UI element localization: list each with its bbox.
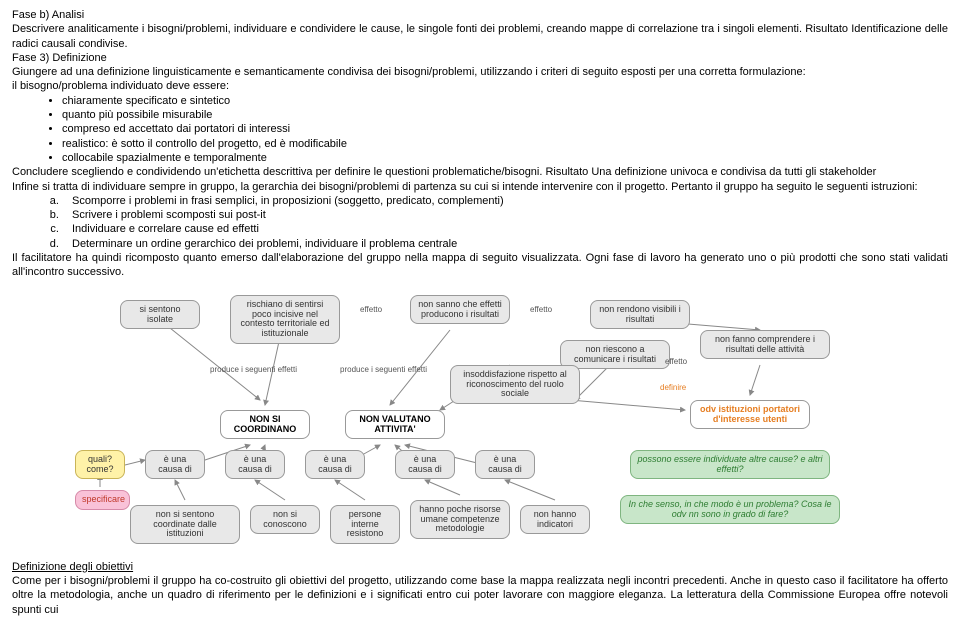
- diagram-edge-label: produce i seguenti effetti: [210, 365, 297, 375]
- fase-b-body: Descrivere analiticamente i bisogni/prob…: [12, 22, 948, 51]
- diagram-node: non hanno indicatori: [520, 505, 590, 535]
- criteria-list: chiaramente specificato e sinteticoquant…: [12, 94, 948, 165]
- instruction-item: Individuare e correlare cause ed effetti: [62, 222, 948, 236]
- diagram-node: NON VALUTANO ATTIVITA': [345, 410, 445, 440]
- diagram-node: si sentono isolate: [120, 300, 200, 330]
- diagram-edge-label: definire: [660, 383, 686, 393]
- diagram-node: è una causa di: [475, 450, 535, 480]
- instruction-item: Scomporre i problemi in frasi semplici, …: [62, 194, 948, 208]
- diagram-node: insoddisfazione rispetto al riconoscimen…: [450, 365, 580, 405]
- criteria-item: chiaramente specificato e sintetico: [62, 94, 948, 108]
- diagram-node: non sanno che effetti producono i risult…: [410, 295, 510, 325]
- criteria-item: collocabile spazialmente e temporalmente: [62, 151, 948, 165]
- instruction-item: Scrivere i problemi scomposti sui post-i…: [62, 208, 948, 222]
- diagram-node: è una causa di: [395, 450, 455, 480]
- diagram-node: quali? come?: [75, 450, 125, 480]
- diagram-edge-label: effetto: [530, 305, 552, 315]
- diagram-node: specificare: [75, 490, 130, 510]
- instruction-list: Scomporre i problemi in frasi semplici, …: [12, 194, 948, 251]
- diagram-node: è una causa di: [305, 450, 365, 480]
- diagram-node: In che senso, in che modo è un problema?…: [620, 495, 840, 525]
- fase-b-title: Fase b) Analisi: [12, 8, 948, 22]
- diagram-node: non rendono visibili i risultati: [590, 300, 690, 330]
- criteria-item: realistico: è sotto il controllo del pro…: [62, 137, 948, 151]
- diagram-node: rischiano di sentirsi poco incisive nel …: [230, 295, 340, 345]
- diagram-node: non riescono a comunicare i risultati: [560, 340, 670, 370]
- problem-map-diagram: si sentono isolate rischiano di sentirsi …: [70, 295, 890, 545]
- criteria-item: compreso ed accettato dai portatori di i…: [62, 122, 948, 136]
- diagram-node: possono essere individuate altre cause? …: [630, 450, 830, 480]
- obiettivi-body: Come per i bisogni/problemi il gruppo ha…: [12, 574, 948, 617]
- instruction-item: Determinare un ordine gerarchico dei pro…: [62, 237, 948, 251]
- fase-3-body-1: Giungere ad una definizione linguisticam…: [12, 65, 948, 79]
- criteria-item: quanto più possibile misurabile: [62, 108, 948, 122]
- fase-3-body-2: il bisogno/problema individuato deve ess…: [12, 79, 948, 93]
- diagram-node: non fanno comprendere i risultati delle …: [700, 330, 830, 360]
- diagram-node: è una causa di: [225, 450, 285, 480]
- diagram-edge-label: produce i seguenti effetti: [340, 365, 427, 375]
- diagram-node: persone interne resistono: [330, 505, 400, 545]
- after-bullets-2: Infine si tratta di individuare sempre i…: [12, 180, 948, 194]
- diagram-node: NON SI COORDINANO: [220, 410, 310, 440]
- diagram-node: non si conoscono: [250, 505, 320, 535]
- obiettivi-title: Definizione degli obiettivi: [12, 560, 948, 574]
- after-letters: Il facilitatore ha quindi ricomposto qua…: [12, 251, 948, 280]
- after-bullets-1: Concludere scegliendo e condividendo un'…: [12, 165, 948, 179]
- diagram-node: hanno poche risorse umane competenze met…: [410, 500, 510, 540]
- diagram-node: è una causa di: [145, 450, 205, 480]
- diagram-node: non si sentono coordinate dalle istituzi…: [130, 505, 240, 545]
- fase-3-title: Fase 3) Definizione: [12, 51, 948, 65]
- diagram-edge-label: effetto: [665, 357, 687, 367]
- diagram-node: odv istituzioni portatori d'interesse ut…: [690, 400, 810, 430]
- diagram-edge-label: effetto: [360, 305, 382, 315]
